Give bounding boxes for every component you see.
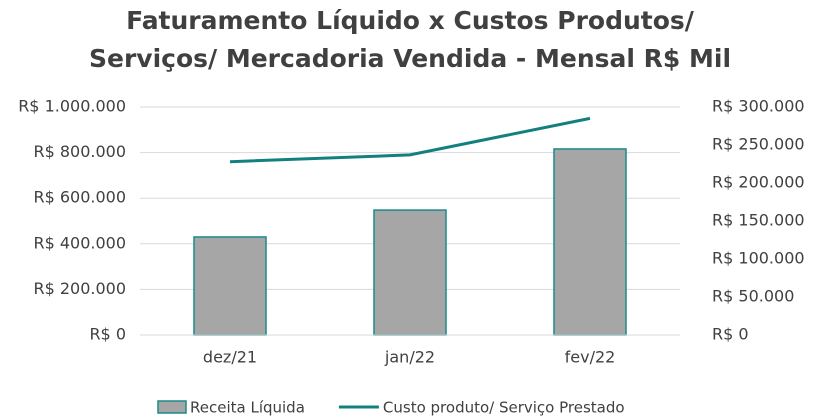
y2-tick-label: R$ 300.000 (712, 97, 805, 116)
chart-title: Faturamento Líquido x Custos Produtos/ S… (88, 6, 732, 73)
y-tick-label: R$ 1.000.000 (18, 97, 126, 116)
y2-tick-label: R$ 200.000 (712, 173, 805, 192)
bar (553, 148, 627, 336)
y2-tick-label: R$ 150.000 (712, 211, 805, 230)
bar (373, 209, 447, 336)
x-tick-label: fev/22 (565, 348, 616, 367)
y2-tick-label: R$ 50.000 (712, 287, 794, 306)
legend-label: Receita Líquida (190, 399, 305, 417)
y2-tick-label: R$ 250.000 (712, 135, 805, 154)
bar (193, 236, 267, 336)
x-tick-label: jan/22 (384, 348, 435, 367)
y-tick-label: R$ 800.000 (33, 142, 126, 161)
y-tick-label: R$ 0 (89, 325, 126, 344)
legend-swatch (157, 400, 187, 414)
x-tick-label: dez/21 (203, 348, 257, 367)
line (229, 116, 591, 164)
y-tick-label: R$ 600.000 (33, 188, 126, 207)
y2-tick-label: R$ 0 (712, 325, 749, 344)
y-tick-label: R$ 400.000 (33, 233, 126, 252)
y2-tick-label: R$ 100.000 (712, 249, 805, 268)
y-tick-label: R$ 200.000 (33, 279, 126, 298)
legend-label: Custo produto/ Serviço Prestado (383, 399, 625, 417)
